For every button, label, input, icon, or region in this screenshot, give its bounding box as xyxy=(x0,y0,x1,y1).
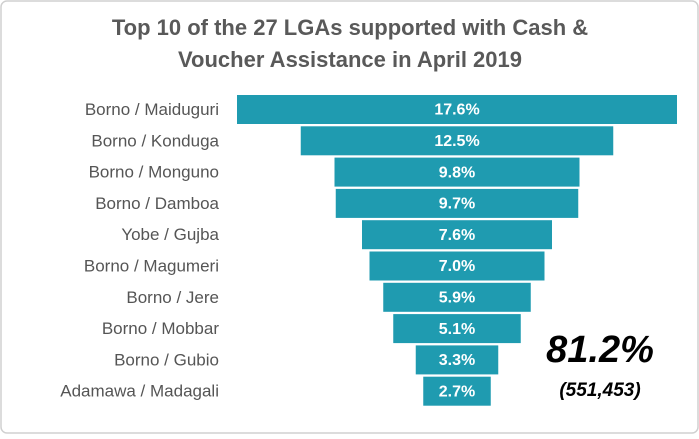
chart-title: Voucher Assistance in April 2019 xyxy=(178,47,522,72)
category-label: Yobe / Gujba xyxy=(121,225,219,244)
annotation-total: 81.2% xyxy=(546,329,654,371)
bar xyxy=(334,157,580,187)
value-label: 5.1% xyxy=(439,321,475,338)
value-label: 9.8% xyxy=(439,164,475,181)
category-label: Borno / Gubio xyxy=(114,350,219,369)
value-label: 2.7% xyxy=(439,383,475,400)
bar xyxy=(362,220,552,250)
category-label: Borno / Konduga xyxy=(91,131,219,150)
category-label: Borno / Monguno xyxy=(89,163,219,182)
value-label: 7.6% xyxy=(439,227,475,244)
value-label: 17.6% xyxy=(434,102,479,119)
category-label: Adamawa / Madagali xyxy=(60,382,219,401)
annotation-count: (551,453) xyxy=(559,380,640,401)
bar xyxy=(369,251,545,281)
bar xyxy=(383,282,531,312)
value-label: 9.7% xyxy=(439,196,475,213)
value-label: 5.9% xyxy=(439,290,475,307)
chart-title: Top 10 of the 27 LGAs supported with Cas… xyxy=(112,15,588,40)
category-label: Borno / Damboa xyxy=(95,194,219,213)
value-label: 3.3% xyxy=(439,352,475,369)
bar xyxy=(393,314,521,344)
bar xyxy=(300,126,614,156)
category-label: Borno / Mobbar xyxy=(102,319,220,338)
value-label: 12.5% xyxy=(434,133,479,150)
category-label: Borno / Maiduguri xyxy=(85,100,219,119)
bar xyxy=(335,188,579,218)
bar xyxy=(423,376,491,406)
category-label: Borno / Jere xyxy=(126,288,219,307)
bar xyxy=(237,95,677,124)
category-label: Borno / Magumeri xyxy=(84,256,219,275)
bar xyxy=(415,345,499,375)
value-label: 7.0% xyxy=(439,258,475,275)
